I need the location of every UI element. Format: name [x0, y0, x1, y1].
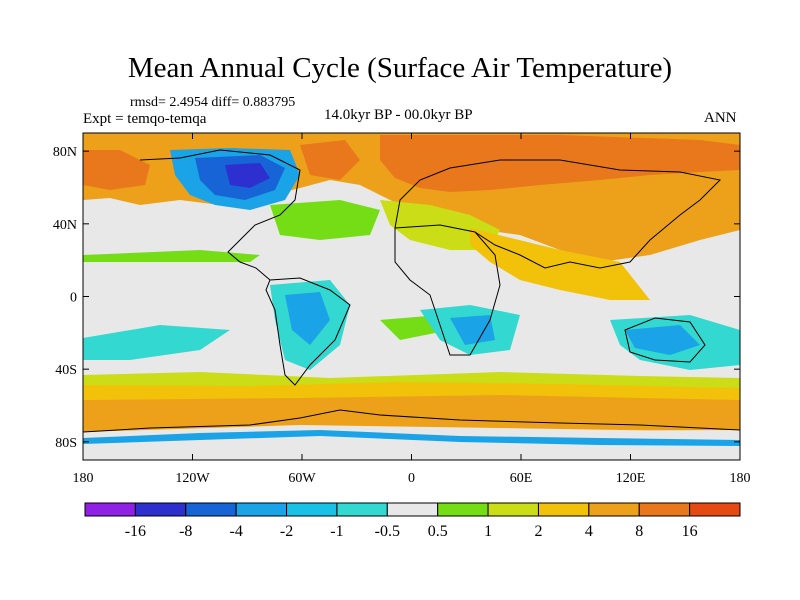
x-tick-label: 180: [73, 471, 94, 486]
colorbar-swatch: [185, 502, 237, 517]
colorbar-label: -4: [229, 523, 242, 540]
y-tick-label: 80S: [55, 436, 77, 451]
colorbar-swatch: [537, 502, 590, 517]
x-tick-label: 120W: [175, 471, 210, 486]
y-tick-label: 80N: [53, 145, 77, 160]
colorbar-swatch: [638, 502, 691, 517]
coastline-antarctica: [83, 409, 740, 433]
map-field: [83, 133, 740, 460]
colorbar-swatch: [437, 502, 489, 517]
colorbar-swatch: [336, 502, 388, 517]
colorbar-label: -0.5: [375, 523, 400, 540]
colorbar-swatch: [487, 502, 539, 517]
colorbar-label: 2: [534, 523, 542, 540]
field-australia-blue: [625, 325, 700, 355]
season-label: ANN: [704, 110, 737, 126]
y-tick-label: 40N: [53, 218, 77, 233]
experiment-label: Expt = temqo-temqa: [83, 111, 207, 127]
colorbar-swatch: [84, 502, 136, 517]
colorbar-swatch: [689, 502, 741, 517]
axes: 180 120W 60W 0 60E 120E 180 80N 40N 0 40S 80S: [53, 133, 751, 486]
colorbar-label: -16: [125, 523, 146, 540]
field-north-pacific-orange: [83, 150, 150, 190]
period-label: 14.0kyr BP - 00.0kyr BP: [324, 107, 473, 123]
coastline-australia: [624, 317, 706, 363]
x-tick-label: 180: [730, 471, 751, 486]
field-antarctic-blue: [83, 430, 740, 446]
colorbar-label: 0.5: [428, 523, 448, 540]
colorbar-swatch: [386, 502, 439, 517]
colorbar-label: 8: [635, 523, 643, 540]
colorbar-label: -8: [179, 523, 192, 540]
colorbar-label: -1: [330, 523, 343, 540]
colorbar-swatch: [286, 502, 338, 517]
field-north-darkorange: [380, 135, 740, 192]
field-greenland-orange: [300, 140, 360, 180]
coastline-eurasia: [394, 159, 722, 269]
field-atlantic-green: [270, 200, 380, 240]
field-tropical-green-band: [83, 250, 260, 262]
x-tick-label: 120E: [616, 471, 646, 486]
rmsd-diff-stats: rmsd= 2.4954 diff= 0.883795: [130, 95, 296, 110]
x-tick-label: 60E: [510, 471, 533, 486]
y-tick-label: 40S: [55, 363, 77, 378]
x-tick-label: 60W: [288, 471, 316, 486]
coastline-south-america: [265, 277, 351, 386]
colorbar-label: 1: [484, 523, 492, 540]
colorbar-label: 16: [682, 523, 698, 540]
chart-title: Mean Annual Cycle (Surface Air Temperatu…: [127, 52, 673, 84]
field-antarctic-orange: [83, 395, 740, 432]
field-south-america-blue: [285, 292, 330, 345]
colorbar-swatch: [235, 502, 288, 517]
colorbar-swatch: [588, 502, 640, 517]
colorbar-label: 4: [585, 523, 593, 540]
coastline-north-america: [139, 149, 301, 281]
field-laurentide-deep: [225, 163, 270, 188]
colorbar: -16 -8 -4 -2 -1 -0.5 0.5 1 2 4 8 16: [84, 502, 741, 540]
x-tick-label: 0: [408, 471, 415, 486]
colorbar-swatch: [134, 502, 187, 517]
colorbar-label: -2: [280, 523, 293, 540]
field-southern-africa-blue: [450, 315, 495, 345]
field-south-pacific-cyan: [83, 325, 230, 360]
y-tick-label: 0: [70, 291, 77, 306]
